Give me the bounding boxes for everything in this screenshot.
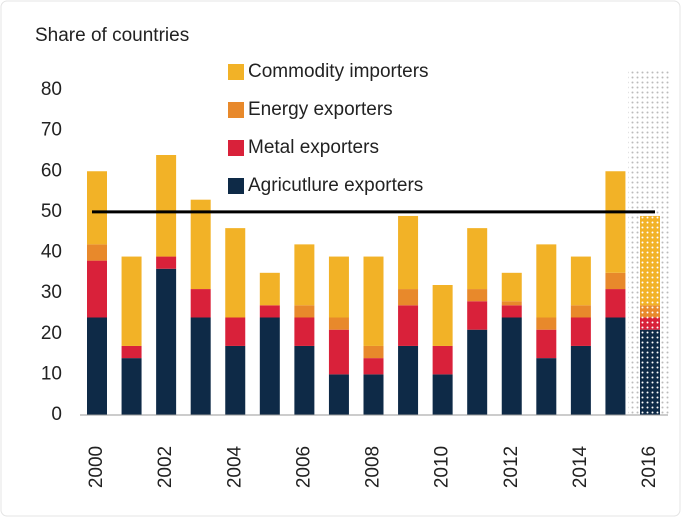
legend-swatch — [228, 140, 244, 156]
legend-swatch — [228, 64, 244, 80]
bar-segment — [501, 305, 522, 318]
y-tick-label: 20 — [41, 323, 62, 344]
bar-segment — [328, 374, 349, 415]
legend-label: Metal exporters — [248, 137, 379, 158]
bar-segment — [536, 329, 557, 359]
bar-segment — [605, 289, 626, 318]
bar-segment — [225, 345, 246, 415]
bar-segment — [121, 358, 142, 415]
bar-segment — [87, 244, 107, 261]
x-tick-label: 2016 — [639, 446, 660, 488]
y-tick-label: 70 — [41, 120, 62, 141]
y-tick-label: 60 — [41, 160, 62, 181]
bar-segment — [87, 171, 107, 245]
legend-swatch — [228, 178, 244, 194]
forecast-dots — [640, 305, 660, 318]
bar-segment — [259, 272, 280, 306]
bar-segment — [570, 256, 591, 306]
bar-segment — [398, 289, 419, 306]
legend-label: Commodity importers — [248, 61, 429, 82]
bar-segment — [363, 256, 384, 346]
x-tick-label: 2014 — [570, 445, 591, 488]
bar-segment — [432, 285, 453, 346]
bar-segment — [501, 317, 522, 415]
bar-segment — [156, 268, 177, 415]
legend-swatch — [228, 102, 244, 118]
bar-segment — [190, 317, 211, 415]
bar-segment — [536, 317, 557, 330]
x-tick-label: 2010 — [432, 446, 453, 488]
bar-segment — [398, 345, 419, 415]
bar-segment — [121, 345, 142, 359]
bar-segment — [570, 305, 591, 318]
bar-segment — [363, 345, 384, 359]
legend-label: Energy exporters — [248, 99, 393, 120]
bar-segment — [467, 329, 488, 415]
bar-segment — [570, 345, 591, 415]
bar-segment — [605, 272, 626, 290]
x-tick-label: 2008 — [363, 446, 384, 488]
legend-label: Agricutlure exporters — [248, 175, 423, 196]
bar-segment — [605, 317, 626, 415]
bar-segment — [294, 244, 315, 306]
bar-segment — [501, 272, 522, 302]
forecast-dots — [640, 215, 660, 306]
y-tick-label: 80 — [41, 79, 62, 100]
bar-segment — [432, 345, 453, 375]
bar-segment — [328, 329, 349, 375]
bar-segment — [432, 374, 453, 415]
x-tick-label: 2000 — [86, 446, 107, 488]
y-tick-label: 10 — [41, 363, 62, 384]
bar-segment — [156, 256, 177, 269]
bar-segment — [87, 260, 107, 318]
bar-segment — [536, 244, 557, 318]
y-tick-label: 40 — [41, 242, 62, 263]
bar-segment — [328, 317, 349, 330]
bar-segment — [467, 228, 488, 290]
bar-segment — [605, 171, 626, 273]
y-axis-title: Share of countries — [35, 25, 189, 46]
x-tick-label: 2002 — [155, 446, 176, 488]
y-tick-label: 0 — [51, 404, 62, 425]
bar-segment — [467, 301, 488, 330]
bar-segment — [259, 317, 280, 415]
forecast-dots — [640, 317, 660, 330]
forecast-dots — [640, 329, 660, 415]
bar-segment — [363, 374, 384, 415]
bar-segment — [87, 317, 107, 415]
bar-segment — [363, 358, 384, 375]
x-tick-label: 2006 — [293, 446, 314, 488]
bar-segment — [225, 228, 246, 318]
bar-segment — [121, 256, 142, 346]
bar-segment — [190, 289, 211, 318]
bar-segment — [398, 305, 419, 346]
bar-segment — [190, 199, 211, 290]
bar-segment — [536, 358, 557, 415]
bar-segment — [467, 289, 488, 302]
bar-segment — [259, 305, 280, 318]
y-tick-label: 30 — [41, 282, 62, 303]
bar-segment — [328, 256, 349, 318]
bar-segment — [501, 301, 522, 306]
x-tick-label: 2004 — [224, 445, 245, 488]
bar-segment — [225, 317, 246, 346]
bar-segment — [398, 215, 419, 290]
bar-segment — [294, 305, 315, 318]
bar-segment — [294, 345, 315, 415]
bar-segment — [570, 317, 591, 346]
bar-segment — [156, 155, 177, 257]
y-tick-label: 50 — [41, 201, 62, 222]
x-tick-label: 2012 — [501, 446, 522, 488]
bar-segment — [294, 317, 315, 346]
